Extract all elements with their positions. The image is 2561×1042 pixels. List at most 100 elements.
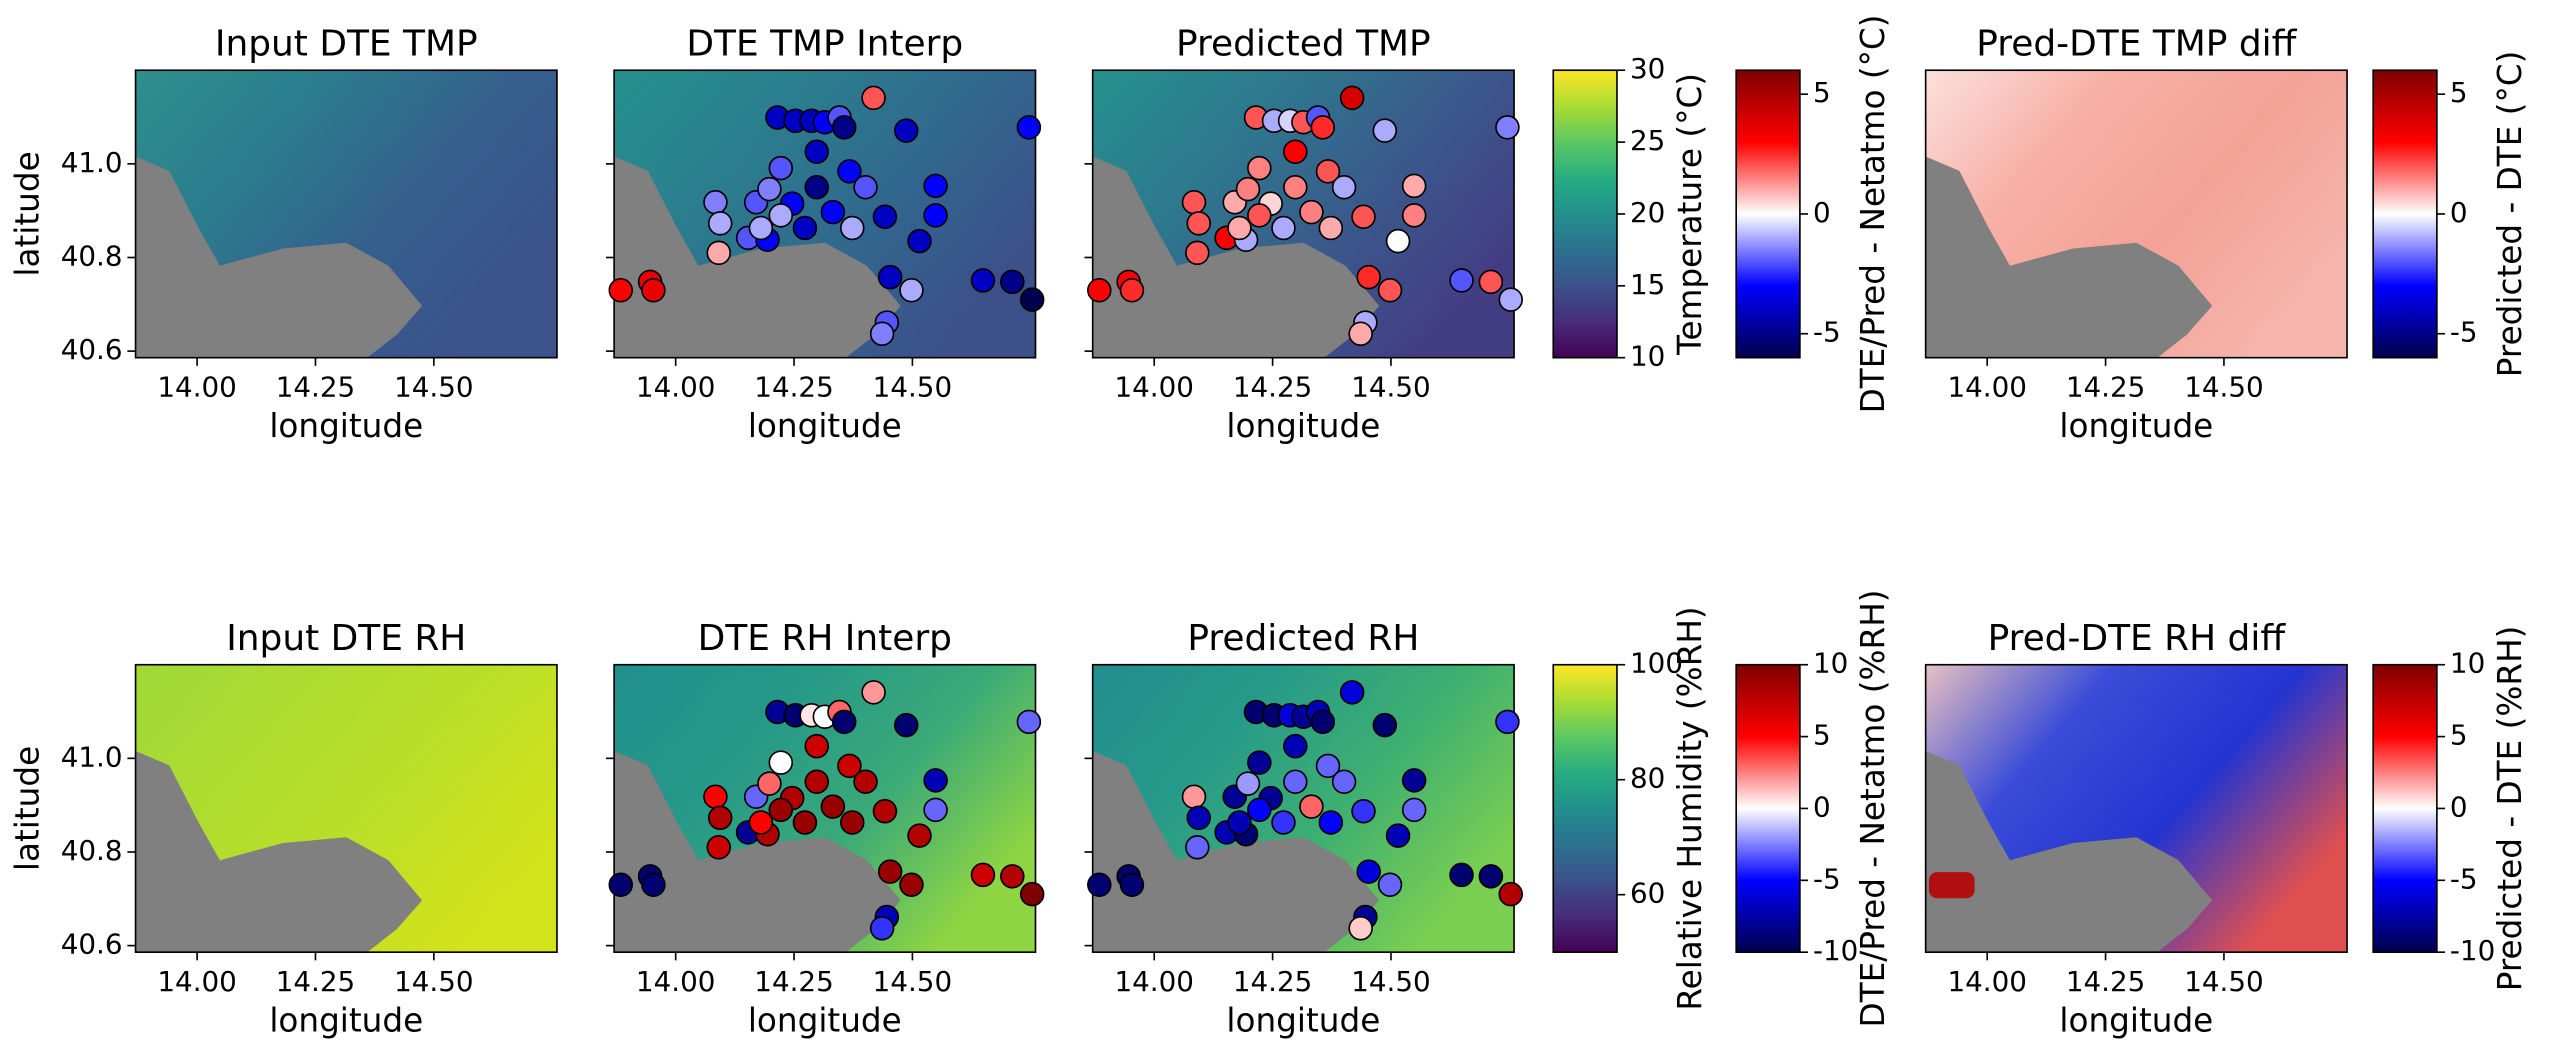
station (861, 680, 886, 705)
panel: Pred-DTE RH diff longitude 14.00 14.25 14.50 (1924, 618, 2348, 1039)
colorbar-tick-label: 60 (1630, 877, 1665, 910)
colorbar-tick-label: 10 (1630, 340, 1665, 373)
x-tick-label: 14.50 (394, 965, 473, 998)
x-axis-label: longitude (1226, 1001, 1380, 1039)
x-axis-label: longitude (1226, 407, 1380, 445)
sea (1925, 750, 2213, 953)
panel: Input DTE TMP longitude latitude 14.00 14.25… (8, 24, 558, 445)
station (1372, 118, 1398, 143)
colorbar-label: DTE/Pred - Netatmo (%RH) (1854, 589, 1892, 1027)
colorbar-tick-label: -5 (1813, 316, 1841, 349)
station (869, 916, 895, 941)
station (1495, 115, 1520, 140)
sea (614, 156, 901, 358)
station (1016, 709, 1042, 735)
station (1348, 916, 1373, 941)
station (1377, 872, 1403, 898)
station (872, 799, 898, 824)
colorbar-tick-label: 25 (1630, 124, 1665, 157)
station (1247, 155, 1272, 181)
colorbar-tick-label: 10 (2450, 647, 2485, 680)
x-tick-label: 14.50 (2184, 965, 2263, 998)
station (1000, 269, 1025, 295)
station (1186, 805, 1211, 831)
station (1271, 215, 1296, 241)
x-tick-label: 14.50 (1351, 965, 1430, 998)
colorbar-tick-label: 0 (2450, 196, 2468, 229)
station (1339, 680, 1365, 705)
station (1318, 810, 1344, 835)
colorbar-tick-label: 15 (1630, 268, 1665, 301)
colorbar: -5 0 5 Predicted - DTE (°C) (2372, 51, 2529, 378)
station (1283, 139, 1308, 164)
colorbar-label: Predicted - DTE (°C) (2491, 51, 2529, 378)
x-tick-label: 14.25 (754, 965, 833, 998)
station (907, 823, 932, 848)
station (923, 797, 948, 823)
colorbar-fill (2372, 69, 2438, 359)
panel-title: Pred-DTE TMP diff (1976, 24, 2297, 65)
station (707, 805, 733, 831)
station (1478, 864, 1504, 889)
x-tick-label: 14.50 (394, 371, 473, 404)
station (1356, 859, 1381, 884)
sea (1092, 750, 1380, 953)
station (837, 159, 862, 184)
station (1498, 287, 1523, 312)
station (1315, 753, 1341, 779)
x-axis-label: longitude (269, 407, 423, 445)
colorbar-fill (1735, 663, 1801, 953)
station (1348, 321, 1373, 347)
x-tick-label: 14.00 (636, 371, 715, 404)
colorbar-tick-label: 20 (1630, 196, 1665, 229)
station (899, 278, 924, 303)
x-tick-label: 14.25 (1233, 965, 1312, 998)
station (1016, 115, 1042, 140)
x-tick-label: 14.25 (2066, 965, 2145, 998)
x-tick-label: 14.00 (1947, 965, 2026, 998)
x-tick-label: 14.00 (157, 965, 236, 998)
colorbar: -5 0 5 DTE/Pred - Netatmo (°C) (1735, 15, 1892, 413)
x-axis-label: longitude (269, 1001, 423, 1039)
colorbar-tick-label: 0 (2450, 790, 2468, 823)
frame (1924, 69, 2348, 359)
station (1331, 769, 1357, 795)
station (706, 240, 732, 266)
station (1401, 173, 1427, 199)
y-tick-label: 41.0 (61, 740, 123, 773)
station (804, 139, 830, 164)
station (1185, 835, 1210, 860)
station (1181, 784, 1207, 809)
x-tick-label: 14.00 (1947, 371, 2026, 404)
station (831, 115, 857, 140)
x-tick-label: 14.00 (1114, 371, 1193, 404)
x-tick-label: 14.50 (2184, 371, 2263, 404)
station (1283, 733, 1308, 759)
station (1351, 204, 1376, 230)
panel-title: Input DTE RH (226, 618, 466, 659)
station (840, 810, 865, 835)
colorbar-tick-label: 10 (1813, 647, 1848, 680)
station (1181, 189, 1207, 215)
colorbar-tick-label: 5 (1813, 719, 1831, 752)
station (1478, 269, 1504, 295)
station (1119, 278, 1145, 303)
station (820, 199, 846, 225)
colorbar-tick-label: 80 (1630, 762, 1665, 795)
station (641, 872, 666, 898)
colorbar-fill (1735, 69, 1801, 359)
y-tick-label: 40.6 (61, 928, 123, 961)
panel: Pred-DTE TMP diff longitude 14.00 14.25 14.5… (1924, 24, 2348, 445)
station (757, 176, 782, 202)
colorbar: -10 -5 0 5 10 DTE/Pred - Netatmo (%RH) (1735, 589, 1892, 1027)
colorbar-tick-label: 0 (1813, 790, 1831, 823)
frame (613, 663, 1037, 953)
station (899, 872, 924, 898)
panel-title: Input DTE TMP (215, 24, 478, 65)
station (1235, 176, 1261, 202)
station (1283, 769, 1308, 795)
station (1283, 175, 1308, 200)
station (804, 769, 830, 795)
